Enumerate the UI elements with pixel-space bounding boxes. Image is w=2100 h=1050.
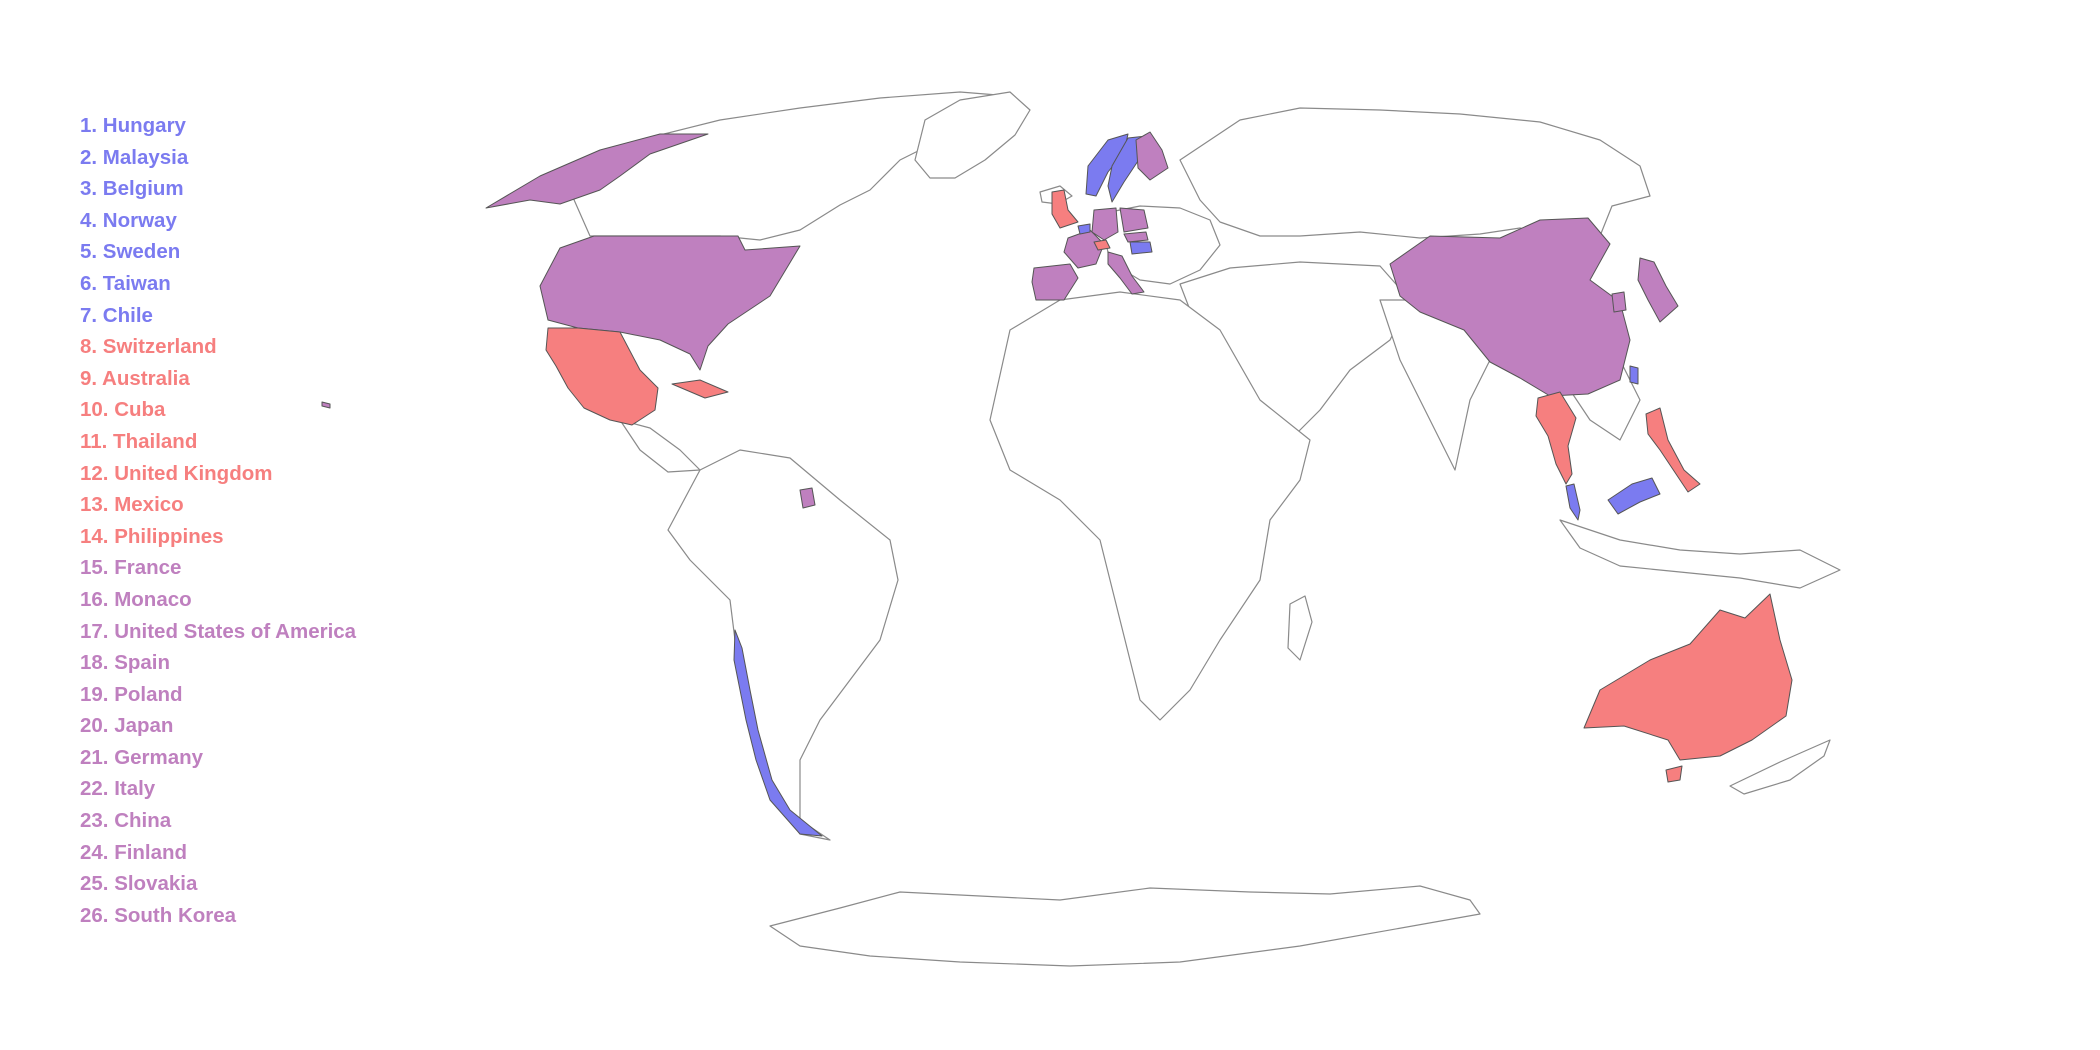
- legend-item-monaco: 16. Monaco: [80, 587, 192, 611]
- country-taiwan: [1629, 365, 1639, 385]
- country-belgium: [1077, 223, 1091, 235]
- country-cuba: [671, 379, 729, 399]
- country-finland: [1135, 131, 1169, 181]
- country-germany: [1091, 207, 1119, 241]
- legend-item-poland: 19. Poland: [80, 682, 183, 706]
- country-thailand: [1535, 391, 1577, 485]
- country-australia-tasmania: [1665, 765, 1683, 783]
- country-spain: [1031, 263, 1079, 301]
- country-usa-alaska: [485, 133, 709, 209]
- legend-item-malaysia: 2. Malaysia: [80, 145, 189, 169]
- land-antarctica: [769, 885, 1481, 967]
- legend-item-sweden: 5. Sweden: [80, 240, 181, 264]
- land-greenland: [914, 91, 1031, 179]
- legend-item-finland: 24. Finland: [80, 840, 188, 864]
- legend-item-united-states: 17. United States of America: [80, 619, 357, 643]
- legend-item-belgium: 3. Belgium: [80, 177, 184, 201]
- country-south-korea: [1611, 291, 1627, 313]
- country-italy: [1107, 251, 1145, 295]
- legend-item-china: 23. China: [80, 809, 172, 833]
- legend-item-italy: 22. Italy: [80, 777, 156, 801]
- land-new-zealand: [1729, 739, 1831, 795]
- country-philippines: [1645, 407, 1701, 493]
- country-slovakia: [1123, 231, 1149, 243]
- legend-item-taiwan: 6. Taiwan: [80, 271, 171, 295]
- land-africa: [989, 291, 1311, 721]
- country-chile: [733, 629, 823, 837]
- country-usa-hawaii: [321, 401, 331, 409]
- country-hungary: [1129, 241, 1153, 255]
- land-madagascar: [1287, 595, 1313, 661]
- country-china: [1389, 217, 1631, 397]
- highlighted-countries: [321, 131, 1793, 837]
- legend-item-united-kingdom: 12. United Kingdom: [80, 461, 273, 485]
- country-united-kingdom: [1051, 189, 1079, 229]
- country-australia: [1583, 593, 1793, 761]
- legend-item-switzerland: 8. Switzerland: [80, 335, 217, 359]
- country-malaysia-peninsula: [1565, 483, 1581, 521]
- legend-item-france: 15. France: [80, 556, 182, 580]
- map-legend: 1. Hungary 2. Malaysia 3. Belgium 4. Nor…: [80, 110, 356, 931]
- legend-item-philippines: 14. Philippines: [80, 524, 224, 548]
- legend-item-slovakia: 25. Slovakia: [80, 872, 198, 896]
- legend-item-japan: 20. Japan: [80, 714, 174, 738]
- legend-item-cuba: 10. Cuba: [80, 398, 166, 422]
- legend-item-chile: 7. Chile: [80, 303, 153, 327]
- country-malaysia-borneo: [1607, 477, 1661, 515]
- legend-item-hungary: 1. Hungary: [80, 114, 186, 137]
- legend-item-mexico: 13. Mexico: [80, 493, 184, 517]
- legend-item-germany: 21. Germany: [80, 745, 204, 769]
- country-french-guiana: [799, 487, 816, 509]
- legend-item-australia: 9. Australia: [80, 366, 190, 390]
- legend-item-spain: 18. Spain: [80, 651, 171, 675]
- legend-item-south-korea: 26. South Korea: [80, 903, 237, 927]
- country-mexico: [545, 327, 659, 426]
- country-japan: [1637, 257, 1679, 323]
- country-poland: [1119, 207, 1149, 233]
- land-indonesia: [1559, 519, 1841, 589]
- land-south-america: [667, 449, 899, 841]
- legend-item-norway: 4. Norway: [80, 208, 177, 232]
- land-central-america: [619, 419, 701, 473]
- legend-item-thailand: 11. Thailand: [80, 429, 198, 453]
- country-switzerland: [1093, 239, 1111, 251]
- base-land: [559, 91, 1841, 967]
